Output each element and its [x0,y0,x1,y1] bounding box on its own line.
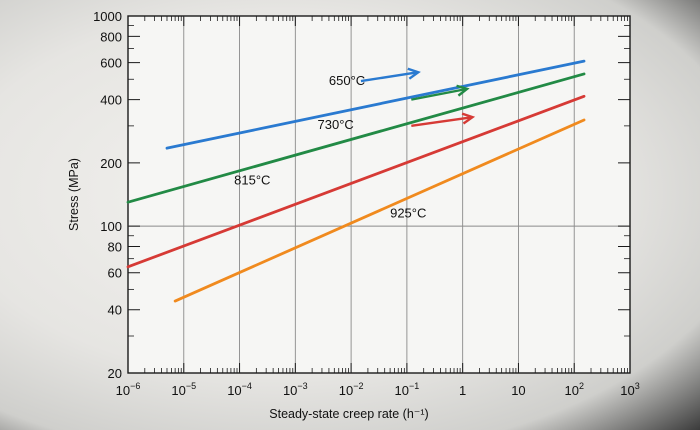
x-axis-title: Steady-state creep rate (h⁻¹) [269,407,428,421]
y-tick-label: 200 [100,156,122,171]
label-pointer-head [461,112,476,125]
plot-area [127,15,631,374]
label-pointer-head [407,67,421,80]
series-line [126,72,586,204]
x-tick-label: 10−2 [339,381,364,398]
series-line [173,118,586,303]
x-tick-label: 10−6 [116,381,141,398]
y-tick-label: 40 [108,303,122,318]
series-label: 650°C [329,73,365,88]
label-pointer-head [456,84,470,97]
label-pointers [360,67,476,128]
series-line [165,59,586,150]
x-tick-label: 1 [459,383,466,398]
series-lines [126,59,586,303]
minor-ticks [127,15,631,374]
tick-labels: 20 40 60 80 100 200 400 600 800 1000 10−6 10−5 10−4 1… [93,9,640,398]
label-pointer [411,115,473,128]
x-tick-label: 10−4 [227,381,252,398]
y-tick-label: 60 [108,266,122,281]
series-labels: 650°C 730°C 815°C 925°C [234,73,426,221]
x-tick-label: 10−1 [395,381,420,398]
series-label: 730°C [318,117,354,132]
series-label: 815°C [234,172,270,187]
y-tick-label: 400 [100,93,122,108]
series-label: 925°C [390,205,426,220]
x-tick-label: 10 [511,383,525,398]
y-axis-title: Stress (MPa) [67,158,81,231]
label-pointer [360,71,419,83]
y-tick-label: 600 [100,56,122,71]
y-tick-label: 800 [100,29,122,44]
x-tick-label: 103 [620,381,639,398]
y-tick-label: 20 [108,366,122,381]
series-line [126,94,586,269]
y-tick-label: 1000 [93,9,122,24]
x-tick-label: 10−5 [171,381,196,398]
label-pointer [411,87,468,101]
x-tick-label: 10−3 [283,381,308,398]
y-tick-label: 80 [108,239,122,254]
x-tick-label: 102 [564,381,583,398]
y-tick-label: 100 [100,219,122,234]
